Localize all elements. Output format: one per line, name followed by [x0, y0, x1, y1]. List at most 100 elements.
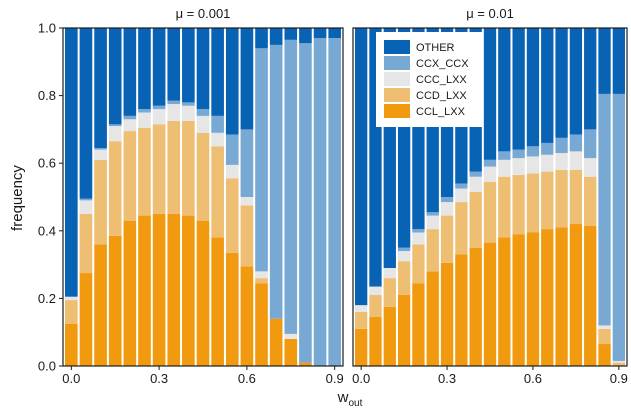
y-tick-label: 1.0	[38, 21, 56, 36]
bar-segment-ccd-lxx	[541, 171, 554, 230]
bar-segment-ccx-ccx	[328, 38, 341, 366]
x-tick-label: 0.6	[524, 371, 542, 386]
bar-segment-ccd-lxx	[255, 278, 268, 284]
bar-segment-ccc-lxx	[108, 126, 122, 142]
bar-segment-ccd-lxx	[397, 261, 411, 296]
bar-segment-ccc-lxx	[284, 333, 298, 339]
legend-swatch-ccc-lxx	[384, 72, 410, 86]
legend-label-ccd-lxx: CCD_LXX	[416, 90, 467, 102]
bar-segment-ccc-lxx	[240, 197, 254, 206]
bar-segment-ccl-lxx	[512, 234, 525, 366]
bar-segment-other	[152, 28, 166, 106]
bar-segment-other	[612, 28, 625, 94]
bar-segment-ccc-lxx	[182, 105, 195, 121]
bar-segment-other	[108, 28, 122, 125]
panel-1: μ = 0.001 0.0 0.3 0.6 0.9 0.0 0.2 0.4 0.6 0.8 1.0	[38, 6, 344, 386]
bar-segment-ccx-ccx	[440, 197, 454, 203]
legend-swatch-ccx-ccx	[384, 56, 410, 70]
legend-label-ccl-lxx: CCL_LXX	[416, 106, 466, 118]
y-tick-label: 0.8	[38, 88, 56, 103]
bar-segment-ccc-lxx	[123, 119, 137, 132]
bar-segment-other	[598, 28, 611, 94]
bar-segment-other	[284, 28, 298, 40]
bar-segment-ccc-lxx	[584, 158, 597, 177]
bar-segment-other	[79, 28, 93, 199]
bar-segment-ccc-lxx	[397, 251, 411, 262]
bar-segment-ccl-lxx	[94, 244, 107, 366]
bar-segment-ccd-lxx	[79, 213, 93, 274]
bar-segment-ccc-lxx	[65, 296, 78, 301]
bar-segment-other	[526, 28, 540, 147]
bar-segment-ccl-lxx	[108, 235, 122, 366]
bar-segment-other	[211, 28, 224, 116]
bar-segment-ccl-lxx	[498, 237, 511, 366]
legend-label-ccx-ccx: CCX_CCX	[416, 58, 469, 70]
legend-swatch-ccl-lxx	[384, 104, 410, 118]
bar-segment-ccx-ccx	[412, 229, 425, 233]
bar-segment-other	[483, 28, 497, 160]
legend-label-ccc-lxx: CCC_LXX	[416, 74, 467, 86]
bar-segment-ccl-lxx	[65, 323, 78, 366]
y-axis-title: frequency	[9, 165, 26, 231]
bar-segment-other	[182, 28, 195, 103]
bar-segment-ccx-ccx	[526, 146, 540, 157]
bar-segment-ccd-lxx	[440, 215, 454, 263]
bar-segment-ccx-ccx	[455, 183, 468, 189]
bar-segment-ccc-lxx	[555, 153, 568, 170]
bar-segment-ccl-lxx	[284, 338, 298, 366]
legend-swatch-ccd-lxx	[384, 88, 410, 102]
bar-segment-other	[269, 28, 283, 45]
bar-segment-other	[225, 28, 239, 135]
bar-segment-ccc-lxx	[225, 164, 239, 179]
legend: OTHER CCX_CCX CCC_LXX CCD_LXX CCL_LXX	[376, 32, 482, 127]
bar-segment-ccl-lxx	[383, 306, 396, 366]
bar-segment-ccx-ccx	[555, 137, 568, 154]
bar-segment-ccx-ccx	[426, 212, 439, 216]
bar-segment-ccd-lxx	[426, 229, 439, 272]
bar-segment-ccl-lxx	[167, 213, 181, 366]
bar-segment-ccd-lxx	[512, 175, 525, 235]
bar-segment-other	[328, 28, 341, 39]
bar-segment-ccc-lxx	[94, 149, 107, 160]
x-tick-label: 0.0	[62, 371, 80, 386]
bar-segment-ccl-lxx	[138, 215, 151, 366]
bar-segment-ccc-lxx	[211, 132, 224, 147]
bar-segment-ccc-lxx	[455, 188, 468, 203]
bar-segment-ccc-lxx	[152, 109, 166, 125]
bar-segment-ccl-lxx	[569, 224, 583, 366]
bar-segment-ccd-lxx	[612, 362, 625, 366]
bar-segment-ccc-lxx	[612, 360, 625, 363]
bar-segment-ccx-ccx	[469, 171, 482, 177]
bar-segment-other	[65, 28, 78, 297]
x-tick-label: 0.9	[610, 371, 628, 386]
bar-segment-ccc-lxx	[196, 115, 210, 133]
bar-segment-other	[167, 28, 181, 101]
bar-segment-ccc-lxx	[569, 151, 583, 170]
bar-segment-ccc-lxx	[412, 232, 425, 245]
bar-segment-ccx-ccx	[569, 134, 583, 152]
bar-segment-ccd-lxx	[469, 191, 482, 248]
bar-segment-ccl-lxx	[469, 247, 482, 366]
x-tick-label: 0.6	[238, 371, 256, 386]
bar-segment-ccd-lxx	[555, 169, 568, 228]
bar-segment-ccx-ccx	[269, 44, 283, 319]
bar-segment-ccc-lxx	[255, 271, 268, 279]
bar-segment-ccl-lxx	[555, 227, 568, 366]
bar-segment-ccl-lxx	[584, 225, 597, 366]
bar-segment-ccc-lxx	[512, 158, 525, 176]
y-tick-label: 0.4	[38, 223, 56, 238]
bar-segment-ccl-lxx	[299, 362, 312, 366]
bar-segment-ccl-lxx	[483, 242, 497, 366]
bar-segment-ccx-ccx	[211, 115, 224, 133]
bar-segment-other	[138, 28, 151, 110]
bar-segment-ccd-lxx	[225, 178, 239, 253]
bar-segment-ccc-lxx	[79, 200, 93, 214]
bar-segment-ccl-lxx	[152, 213, 166, 366]
bar-segment-ccx-ccx	[397, 247, 411, 252]
bar-segment-ccl-lxx	[412, 283, 425, 366]
bar-segment-ccd-lxx	[167, 120, 181, 214]
bar-segment-ccx-ccx	[79, 198, 93, 201]
bar-segment-ccl-lxx	[79, 273, 93, 366]
x-tick-label: 0.3	[438, 371, 456, 386]
